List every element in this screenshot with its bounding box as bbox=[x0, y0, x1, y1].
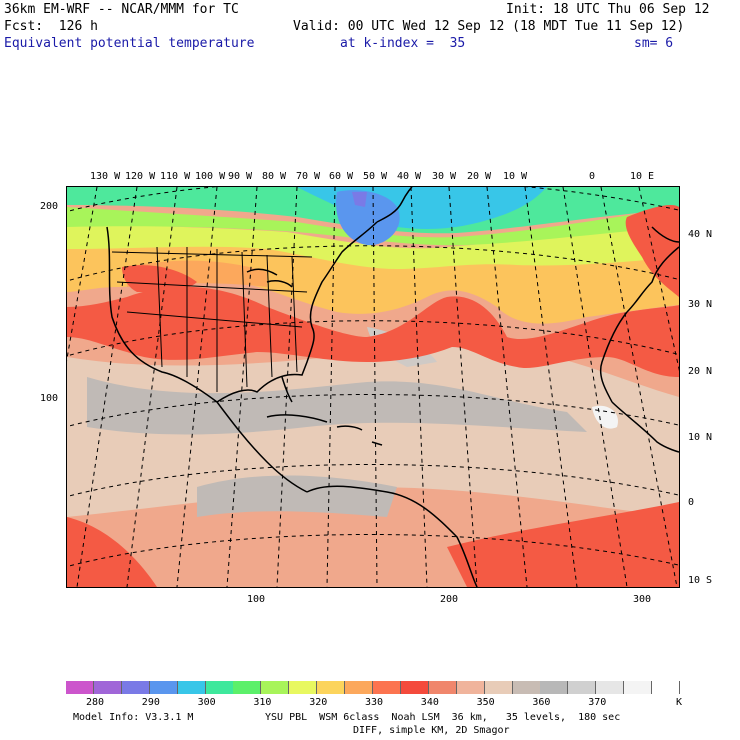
colorbar-tick-label: 290 bbox=[141, 697, 160, 708]
field-tan-band bbox=[67, 345, 679, 517]
forecast-hour: Fcst: 126 h bbox=[4, 19, 98, 34]
colorbar-swatch bbox=[261, 681, 290, 694]
field-yellow-belt bbox=[67, 217, 679, 269]
graticule bbox=[67, 187, 679, 587]
latitude-label: 0 bbox=[688, 497, 695, 508]
colorbar-swatch bbox=[373, 681, 401, 694]
longitude-label: 20 W bbox=[467, 171, 492, 182]
grid-label-y-100: 100 bbox=[40, 393, 59, 404]
colorbar-swatch bbox=[177, 681, 206, 694]
field-gray-band-2 bbox=[197, 475, 397, 517]
longitude-label: 0 bbox=[589, 171, 596, 182]
colorbar-swatch bbox=[456, 681, 485, 694]
model-info: Model Info: V3.3.1 M bbox=[73, 712, 194, 723]
longitude-label: 10 E bbox=[630, 171, 655, 182]
field-red-sw bbox=[67, 517, 157, 587]
colorbar-swatch bbox=[400, 681, 429, 694]
coastlines bbox=[106, 187, 679, 587]
colorbar-swatch bbox=[317, 681, 346, 694]
latitude-label: 10 S bbox=[688, 575, 713, 586]
init-time: Init: 18 UTC Thu 06 Sep 12 bbox=[506, 2, 710, 17]
colorbar-tick-label: 300 bbox=[197, 697, 216, 708]
colorbar-swatch bbox=[121, 681, 150, 694]
grid-label-x-300: 300 bbox=[633, 594, 652, 605]
latitude-label: 20 N bbox=[688, 366, 713, 377]
physics-info: YSU PBL WSM 6class Noah LSM 36 km, 35 le… bbox=[265, 712, 621, 723]
field-name: Equivalent potential temperature bbox=[4, 36, 255, 51]
longitude-label: 30 W bbox=[432, 171, 457, 182]
colorbar-swatch bbox=[233, 681, 262, 694]
diffusion-info: DIFF, simple KM, 2D Smagor bbox=[353, 725, 510, 736]
colorbar-unit: K bbox=[676, 697, 683, 708]
longitude-label: 100 W bbox=[195, 171, 226, 182]
colorbar-swatch bbox=[568, 681, 597, 694]
colorbar-tick-label: 280 bbox=[86, 697, 105, 708]
colorbar-swatch bbox=[205, 681, 234, 694]
theta-e-map bbox=[67, 187, 679, 587]
colorbar bbox=[66, 681, 681, 694]
colorbar-tick-label: 330 bbox=[365, 697, 384, 708]
colorbar-swatch bbox=[149, 681, 178, 694]
colorbar-swatch bbox=[512, 681, 541, 694]
longitude-label: 130 W bbox=[90, 171, 121, 182]
valid-time: Valid: 00 UTC Wed 12 Sep 12 (18 MDT Tue … bbox=[293, 19, 685, 34]
longitude-label: 70 W bbox=[296, 171, 321, 182]
colorbar-tick-label: 310 bbox=[253, 697, 272, 708]
longitude-label: 80 W bbox=[262, 171, 287, 182]
field-red-band bbox=[67, 286, 679, 377]
colorbar-swatch bbox=[289, 681, 318, 694]
map-panel bbox=[66, 186, 680, 588]
colorbar-swatch bbox=[345, 681, 374, 694]
colorbar-swatch bbox=[428, 681, 457, 694]
field-coldest-patch bbox=[352, 192, 367, 207]
model-title: 36km EM-WRF -- NCAR/MMM for TC bbox=[4, 2, 239, 17]
colorbar-swatch bbox=[93, 681, 122, 694]
colorbar-swatch bbox=[652, 681, 681, 694]
state-borders bbox=[111, 246, 313, 392]
latitude-label: 40 N bbox=[688, 229, 713, 240]
colorbar-tick-label: 370 bbox=[588, 697, 607, 708]
smoothing-value: sm= 6 bbox=[634, 36, 674, 51]
colorbar-swatch bbox=[540, 681, 569, 694]
longitude-label: 40 W bbox=[397, 171, 422, 182]
field-red-europe bbox=[625, 205, 679, 297]
colorbar-swatch bbox=[66, 681, 94, 694]
grid-label-y-200: 200 bbox=[40, 201, 59, 212]
latitude-label: 30 N bbox=[688, 299, 713, 310]
grid-label-x-100: 100 bbox=[247, 594, 266, 605]
longitude-label: 120 W bbox=[125, 171, 156, 182]
colorbar-tick-label: 350 bbox=[476, 697, 495, 708]
field-lime-belt bbox=[67, 207, 679, 246]
colorbar-tick-label: 320 bbox=[309, 697, 328, 708]
longitude-label: 60 W bbox=[329, 171, 354, 182]
colorbar-tick-label: 360 bbox=[532, 697, 551, 708]
colorbar-swatch bbox=[596, 681, 625, 694]
colorbar-tick-label: 340 bbox=[420, 697, 439, 708]
longitude-label: 10 W bbox=[503, 171, 528, 182]
latitude-label: 10 N bbox=[688, 432, 713, 443]
longitude-label: 110 W bbox=[160, 171, 191, 182]
colorbar-swatch bbox=[484, 681, 513, 694]
colorbar-swatch bbox=[624, 681, 653, 694]
longitude-label: 90 W bbox=[228, 171, 253, 182]
level-index: at k-index = 35 bbox=[340, 36, 466, 51]
field-red-south bbox=[447, 502, 679, 587]
field-gray-band bbox=[87, 377, 587, 435]
longitude-label: 50 W bbox=[363, 171, 388, 182]
grid-label-x-200: 200 bbox=[440, 594, 459, 605]
field-cold-pool bbox=[336, 190, 400, 246]
